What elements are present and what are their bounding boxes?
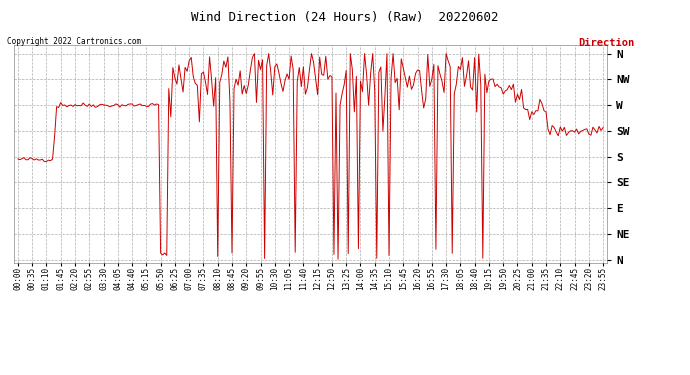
Text: Direction: Direction <box>578 38 635 48</box>
Text: Copyright 2022 Cartronics.com: Copyright 2022 Cartronics.com <box>7 38 141 46</box>
Text: Wind Direction (24 Hours) (Raw)  20220602: Wind Direction (24 Hours) (Raw) 20220602 <box>191 11 499 24</box>
